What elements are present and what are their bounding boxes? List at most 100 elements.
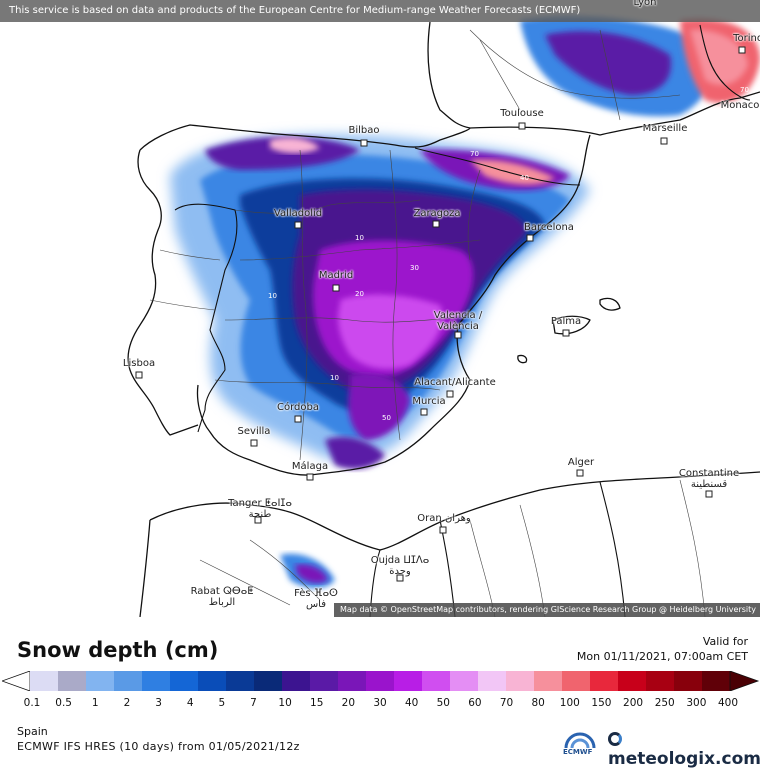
svg-text:30: 30 <box>410 264 419 272</box>
legend-tick-label: 250 <box>654 697 675 709</box>
legend-bin <box>702 671 731 691</box>
svg-text:10: 10 <box>355 234 364 242</box>
legend-tick-label: 10 <box>278 697 292 709</box>
city-marker <box>446 390 454 398</box>
city-marseille[interactable]: Marseille <box>642 123 688 134</box>
legend-bin <box>674 671 703 691</box>
city-marker <box>518 122 526 130</box>
legend-bin <box>618 671 647 691</box>
city-lisboa[interactable]: Lisboa <box>122 358 156 369</box>
legend-bin <box>590 671 619 691</box>
city-oujda[interactable]: Oujda ⵡⵊⴷⴰ وجدة <box>370 555 430 577</box>
city-sevilla[interactable]: Sevilla <box>237 426 271 437</box>
city-constantine[interactable]: Constantine قسنطينة <box>678 468 740 490</box>
city-bilbao[interactable]: Bilbao <box>348 125 380 136</box>
map-canvas: 10 30 20 70 70 10 50 10 40 <box>127 16 760 617</box>
legend-bin <box>394 671 423 691</box>
legend-tick-label: 0.1 <box>23 697 41 709</box>
city-tanger[interactable]: Tanger ⵟⴰⵏⵊⴰ طنجة <box>228 498 292 520</box>
legend-bin <box>338 671 367 691</box>
legend-tick-label: 2 <box>123 697 131 709</box>
legend-bin <box>282 671 311 691</box>
legend-bin <box>646 671 675 691</box>
legend-tick-label: 1 <box>91 697 99 709</box>
city-rabat[interactable]: Rabat ⵕⴱⴰⵟ الرباط <box>190 586 254 608</box>
legend-tick-label: 3 <box>155 697 162 709</box>
city-alger[interactable]: Alger <box>567 457 595 468</box>
city-madrid[interactable]: Madrid <box>318 270 354 281</box>
ecmwf-logo-icon <box>564 732 596 749</box>
region-name: Spain <box>17 725 48 738</box>
legend-tick-label: 70 <box>499 697 514 709</box>
legend-ticks: 0.1 0.5 1 2 3 4 5 7 10 15 20 30 40 50 60 70 80 100 150 200 2… <box>0 697 760 711</box>
meteologix-logo-text: meteologix.com <box>608 749 760 769</box>
city-torino[interactable]: Torino <box>733 33 760 44</box>
city-malaga[interactable]: Málaga <box>291 461 329 472</box>
city-oran[interactable]: Oran وهران <box>417 513 471 524</box>
city-toulouse[interactable]: Toulouse <box>500 108 544 119</box>
legend-tick-label: 300 <box>686 697 707 709</box>
legend-bin <box>310 671 339 691</box>
map-attribution[interactable]: Map data © OpenStreetMap contributors, r… <box>334 603 760 617</box>
coastline <box>127 21 760 617</box>
svg-text:20: 20 <box>355 290 364 298</box>
legend-bin <box>226 671 255 691</box>
city-marker <box>526 234 534 242</box>
legend-bin <box>534 671 563 691</box>
city-lyon[interactable]: Lyon <box>633 0 657 8</box>
legend-bin <box>478 671 507 691</box>
map-view[interactable]: 10 30 20 70 70 10 50 10 40 This service is bas… <box>0 0 760 617</box>
city-marker <box>432 220 440 228</box>
svg-text:40: 40 <box>520 174 529 182</box>
legend-tick-label: 400 <box>717 697 739 709</box>
city-monaco[interactable]: Monaco <box>720 100 760 111</box>
city-palma[interactable]: Palma <box>550 316 582 327</box>
city-marker <box>396 574 404 582</box>
model-run: ECMWF IFS HRES (10 days) from 01/05/2021… <box>17 740 300 753</box>
legend-bin <box>58 671 87 691</box>
svg-text:50: 50 <box>382 414 391 422</box>
legend-bin <box>170 671 199 691</box>
city-alicante[interactable]: Alacant/Alicante <box>414 377 496 388</box>
city-zaragoza[interactable]: Zaragoza <box>413 208 461 219</box>
city-marker <box>135 371 143 379</box>
city-valencia[interactable]: Valencia / València <box>433 310 483 332</box>
city-marker <box>660 137 668 145</box>
legend-tick-label: 50 <box>436 697 450 709</box>
contour-labels: 10 30 20 70 70 10 50 10 40 <box>268 86 749 422</box>
city-marker <box>576 469 584 477</box>
legend-low-arrow <box>2 671 31 691</box>
legend-tick-label: 20 <box>341 697 356 709</box>
svg-text:70: 70 <box>470 150 479 158</box>
legend-tick-label: 80 <box>531 697 545 709</box>
city-barcelona[interactable]: Barcelona <box>524 222 574 233</box>
city-marker <box>738 46 746 54</box>
city-marker <box>294 415 302 423</box>
legend-tick-label: 15 <box>310 697 324 709</box>
valid-datetime: Mon 01/11/2021, 07:00am CET <box>576 650 748 663</box>
meteologix-logo-icon <box>608 732 622 746</box>
legend-tick-label: 100 <box>559 697 580 709</box>
legend-bin <box>114 671 143 691</box>
snow-depth-field <box>170 16 760 589</box>
legend-tick-label: 200 <box>623 697 644 709</box>
legend-bin <box>198 671 227 691</box>
legend-tick-label: 60 <box>468 697 482 709</box>
city-marker <box>254 516 262 524</box>
city-valladolid[interactable]: Valladolid <box>273 208 323 219</box>
city-marker <box>294 221 302 229</box>
ecmwf-logo-text: ECMWF <box>563 748 593 756</box>
legend-colorbar <box>2 671 760 691</box>
city-fes[interactable]: Fès ⴼⴰⵙ فاس <box>294 588 338 610</box>
legend-tick-label: 40 <box>404 697 419 709</box>
city-marker <box>439 526 447 534</box>
city-murcia[interactable]: Murcia <box>412 396 446 407</box>
legend-bin <box>506 671 535 691</box>
city-marker <box>360 139 368 147</box>
legend-bins <box>30 671 731 691</box>
meteologix-logo[interactable]: meteologix.com <box>608 729 760 769</box>
city-cordoba[interactable]: Córdoba <box>277 402 319 413</box>
city-marker <box>306 473 314 481</box>
legend-bin <box>422 671 451 691</box>
legend-title: Snow depth (cm) <box>17 638 219 662</box>
